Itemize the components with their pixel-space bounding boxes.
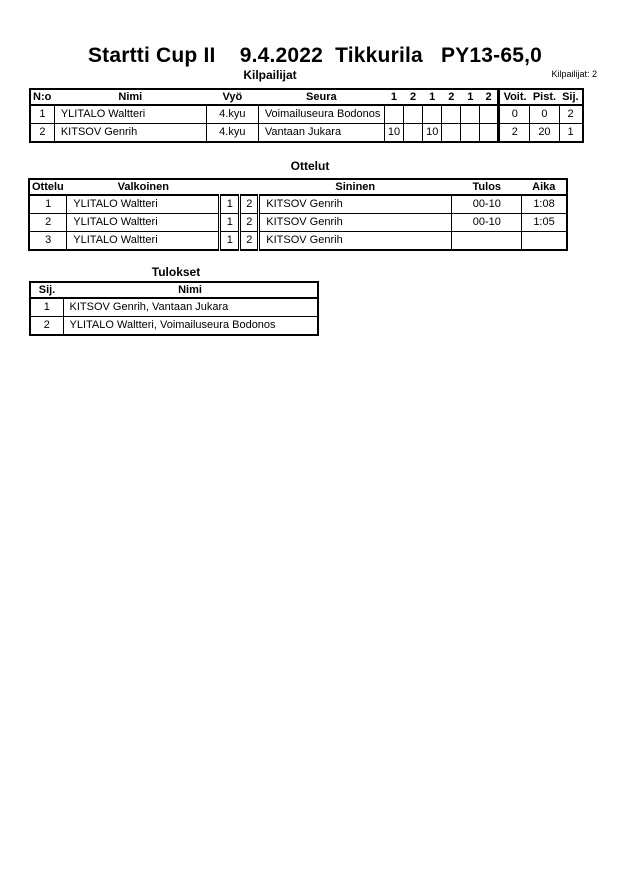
col-header-place: Sij.: [30, 282, 63, 299]
match-time: 1:05: [521, 213, 568, 232]
competitors-count: Kilpailijat: 2: [551, 69, 597, 79]
matches-header-row: Ottelu Valkoinen Sininen Tulos Aika: [29, 179, 567, 196]
score-cell: [383, 104, 405, 124]
competitors-header-row: N:o Nimi Vyö Seura 1 2 1 2 1 2 Voit. Pis…: [30, 89, 583, 106]
blue-competitor-no: 2: [238, 231, 261, 251]
score-cell: [403, 104, 424, 124]
match-result: 00-10: [451, 194, 523, 214]
result-place: 1: [29, 297, 64, 317]
competitor-name: KITSOV Genrih: [53, 123, 207, 143]
col-header-score-2: 2: [403, 89, 423, 106]
white-competitor-no: 1: [218, 231, 242, 251]
white-competitor-no: 1: [218, 194, 242, 214]
competitor-name: YLITALO Waltteri: [53, 104, 207, 124]
competitor-club: Vantaan Jukara: [257, 123, 385, 143]
col-header-score-1: 1: [384, 89, 404, 106]
col-header-score-6: 2: [479, 89, 499, 106]
result-name: KITSOV Genrih, Vantaan Jukara: [62, 297, 319, 317]
match-row: 2 YLITALO Waltteri 1 2 KITSOV Genrih 00-…: [28, 213, 568, 232]
score-cell: [460, 104, 481, 124]
col-header-white: Valkoinen: [66, 179, 220, 196]
result-row: 2 YLITALO Waltteri, Voimailuseura Bodono…: [29, 316, 319, 336]
match-row: 3 YLITALO Waltteri 1 2 KITSOV Genrih: [28, 231, 568, 251]
match-time: [521, 231, 568, 251]
match-result: 00-10: [451, 213, 523, 232]
col-header-name: Nimi: [54, 89, 207, 106]
col-header-match-no: Ottelu: [29, 179, 67, 196]
score-cell: [479, 123, 500, 143]
col-header-blue: Sininen: [258, 179, 452, 196]
col-header-wins: Voit.: [497, 89, 530, 106]
match-row: 1 YLITALO Waltteri 1 2 KITSOV Genrih 00-…: [28, 194, 568, 214]
blue-competitor-name: KITSOV Genrih: [258, 194, 453, 214]
matches-section-label: Ottelut: [290, 159, 330, 173]
result-name: YLITALO Waltteri, Voimailuseura Bodonos: [62, 316, 319, 336]
score-cell: [479, 104, 500, 124]
white-competitor-name: YLITALO Waltteri: [66, 231, 221, 251]
competitor-row: 1 YLITALO Waltteri 4.kyu Voimailuseura B…: [29, 104, 584, 124]
col-header-result: Tulos: [451, 179, 522, 196]
match-no: 2: [28, 213, 68, 232]
score-cell: 10: [422, 123, 443, 143]
competitor-points: 20: [529, 123, 560, 143]
white-competitor-no: 1: [218, 213, 242, 232]
match-no: 1: [28, 194, 68, 214]
matches-table: Ottelu Valkoinen Sininen Tulos Aika 1 YL…: [28, 178, 568, 251]
competitor-row: 2 KITSOV Genrih 4.kyu Vantaan Jukara 10 …: [29, 123, 584, 143]
blue-competitor-name: KITSOV Genrih: [258, 231, 453, 251]
col-header-points: Pist.: [529, 89, 560, 106]
competitors-section-label: Kilpailijat: [243, 68, 297, 82]
match-result: [451, 231, 523, 251]
white-competitor-name: YLITALO Waltteri: [66, 213, 221, 232]
score-cell: [422, 104, 443, 124]
col-header-belt: Vyö: [206, 89, 259, 106]
score-cell: [441, 123, 462, 143]
col-header-score-5: 1: [460, 89, 480, 106]
col-header-score-4: 2: [441, 89, 461, 106]
competitor-no: 1: [29, 104, 55, 124]
competitor-points: 0: [529, 104, 560, 124]
col-header-no: N:o: [30, 89, 55, 106]
result-place: 2: [29, 316, 64, 336]
competitor-belt: 4.kyu: [205, 123, 259, 143]
result-row: 1 KITSOV Genrih, Vantaan Jukara: [29, 297, 319, 317]
blue-competitor-name: KITSOV Genrih: [258, 213, 453, 232]
col-header-place: Sij.: [559, 89, 583, 106]
col-header-name: Nimi: [63, 282, 318, 299]
match-time: 1:08: [521, 194, 568, 214]
competitor-belt: 4.kyu: [205, 104, 259, 124]
competitor-wins: 2: [497, 123, 531, 143]
results-table: Sij. Nimi 1 KITSOV Genrih, Vantaan Jukar…: [29, 281, 319, 336]
blue-competitor-no: 2: [238, 213, 261, 232]
competitor-place: 1: [558, 123, 584, 143]
col-header-spacer: [239, 179, 259, 196]
score-cell: [403, 123, 424, 143]
competitor-wins: 0: [497, 104, 531, 124]
score-cell: [441, 104, 462, 124]
score-cell: 10: [383, 123, 405, 143]
page-title: Startti Cup II 9.4.2022 Tikkurila PY13-6…: [87, 44, 543, 67]
col-header-club: Seura: [258, 89, 385, 106]
col-header-spacer: [219, 179, 240, 196]
competitor-place: 2: [558, 104, 584, 124]
white-competitor-name: YLITALO Waltteri: [66, 194, 221, 214]
competitor-no: 2: [29, 123, 55, 143]
score-cell: [460, 123, 481, 143]
competitor-club: Voimailuseura Bodonos: [257, 104, 385, 124]
results-section-label: Tulokset: [151, 265, 201, 279]
col-header-time: Aika: [521, 179, 567, 196]
match-no: 3: [28, 231, 68, 251]
competitors-table: N:o Nimi Vyö Seura 1 2 1 2 1 2 Voit. Pis…: [29, 88, 584, 143]
col-header-score-3: 1: [422, 89, 442, 106]
results-header-row: Sij. Nimi: [30, 282, 318, 299]
blue-competitor-no: 2: [238, 194, 261, 214]
